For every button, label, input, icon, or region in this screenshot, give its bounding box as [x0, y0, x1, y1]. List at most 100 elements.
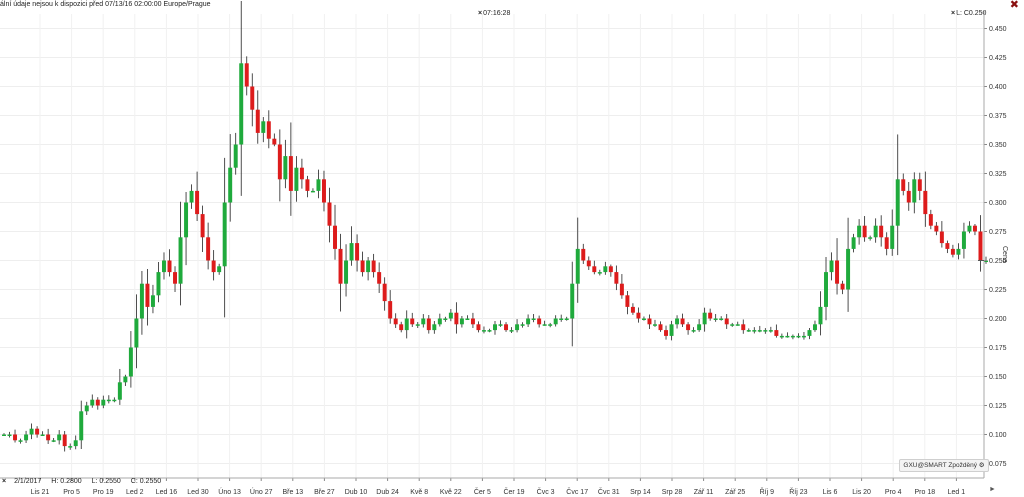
candle — [487, 328, 492, 333]
candle — [526, 314, 531, 328]
close-icon[interactable]: ✖ — [1009, 0, 1019, 11]
x-tick-label: Čvc 17 — [566, 487, 588, 496]
candle-body — [261, 121, 266, 133]
candle-body — [79, 411, 84, 441]
readout-high: H: 0.2800 — [51, 478, 82, 485]
candle — [40, 431, 45, 436]
ohlc-readout: × 2/1/2017 H: 0.2800 L: 0.2550 C: 0.2550 — [2, 478, 169, 485]
x-tick-label: Pro 4 — [885, 489, 902, 496]
candle — [90, 394, 95, 408]
y-tick-label: 0.350 — [989, 142, 1007, 149]
candle-body — [928, 214, 933, 226]
candle-body — [950, 248, 955, 255]
candle-body — [603, 266, 608, 273]
candle — [123, 374, 128, 386]
candle-body — [167, 260, 172, 273]
candle-body — [250, 86, 255, 110]
scroll-right-arrow[interactable]: ► — [989, 486, 996, 493]
candle-body — [702, 312, 707, 325]
x-tick-label: Čvc 3 — [537, 487, 555, 496]
candle — [608, 264, 613, 277]
candle-body — [812, 324, 817, 331]
candle — [476, 321, 481, 333]
candle — [868, 235, 873, 241]
candle — [388, 290, 393, 324]
data-availability-notice: ální údaje nejsou k dispozici před 07/13… — [0, 1, 211, 8]
candle-body — [255, 109, 260, 133]
candle — [156, 262, 161, 303]
candle-body — [382, 283, 387, 302]
candle-body — [195, 190, 200, 215]
candle — [371, 253, 376, 278]
candle — [917, 172, 922, 201]
candle — [840, 280, 845, 295]
candle — [393, 313, 398, 328]
candle — [415, 321, 420, 329]
candle — [553, 315, 558, 327]
candle — [498, 320, 503, 327]
candle-body — [669, 324, 674, 336]
candle-body — [581, 248, 586, 261]
candle — [316, 169, 321, 199]
candle-body — [217, 266, 222, 273]
candle — [266, 110, 271, 149]
candle — [333, 204, 337, 260]
candle-body — [476, 324, 481, 331]
y-tick-label: 0.100 — [989, 432, 1007, 439]
candle-body — [321, 179, 326, 203]
x-tick-label: Led 16 — [156, 489, 178, 496]
settings-gear-icon[interactable]: ⚙ — [978, 462, 985, 469]
candle — [233, 132, 238, 175]
candle-body — [768, 330, 773, 332]
candle — [675, 315, 680, 329]
candle — [818, 291, 823, 336]
x-axis: Lis 21 Pro 5 Pro 19 Led 2 Led 16 Led 30 Úno 13… — [0, 477, 984, 496]
candle-body — [553, 318, 558, 325]
y-tick-label: 0.425 — [989, 55, 1007, 62]
candle — [128, 331, 133, 388]
candle-body — [200, 214, 205, 238]
candle — [95, 397, 100, 410]
candle — [658, 321, 663, 332]
x-tick-label: Bře 27 — [314, 489, 335, 496]
candle — [950, 244, 955, 258]
candle — [228, 134, 233, 222]
candle — [835, 238, 840, 295]
candle — [504, 322, 509, 332]
candle — [18, 438, 23, 444]
candle — [200, 205, 205, 252]
candle-body — [509, 330, 514, 332]
candle-body — [917, 179, 922, 191]
candle — [774, 324, 779, 338]
candle — [51, 437, 56, 443]
candle-body — [752, 330, 757, 332]
candle-body — [630, 306, 635, 313]
candle — [272, 133, 277, 147]
x-tick-label: Led 2 — [126, 489, 144, 496]
candle — [614, 265, 619, 291]
candle-body — [923, 190, 928, 215]
candle — [857, 219, 862, 245]
candle-body — [653, 324, 657, 326]
candle-body — [818, 306, 823, 325]
candle-body — [757, 330, 762, 332]
candle — [443, 316, 448, 322]
candle — [978, 215, 983, 272]
candle-body — [437, 318, 442, 325]
candle-body — [410, 318, 415, 325]
candle-body — [244, 63, 249, 87]
data-source-badge[interactable]: GXU@SMART Zpožděný ⚙ — [899, 459, 989, 472]
x-tick-label: Čvc 31 — [598, 487, 620, 496]
candle — [851, 233, 856, 253]
candle-body — [520, 324, 525, 326]
candle — [515, 319, 520, 333]
x-tick-label: Čer 19 — [503, 487, 524, 496]
candle-body — [156, 272, 161, 296]
candle-body — [349, 243, 354, 261]
readout-close: C: 0.2550 — [130, 478, 162, 485]
candle-body — [658, 324, 663, 331]
candle-body — [305, 179, 310, 191]
x-tick-label: Kvě 22 — [440, 489, 462, 496]
candle — [344, 244, 349, 297]
